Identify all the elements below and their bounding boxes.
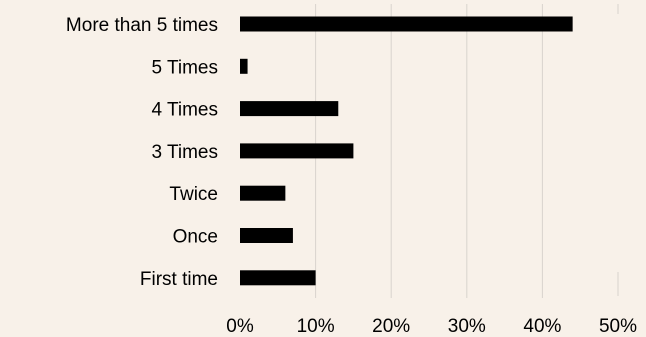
category-label: First time: [140, 269, 218, 290]
category-label: 5 Times: [151, 57, 218, 78]
x-tick-label: 40%: [523, 316, 561, 337]
bar: [240, 143, 354, 159]
bar: [240, 228, 293, 243]
x-tick-label: 10%: [297, 316, 335, 337]
category-label: Once: [173, 227, 218, 248]
category-label: 3 Times: [151, 142, 218, 163]
x-tick-label: 30%: [448, 316, 486, 337]
x-tick-label: 50%: [599, 316, 637, 337]
gridlines: [315, 4, 619, 298]
bar: [240, 58, 248, 74]
bar: [240, 270, 316, 286]
category-label: More than 5 times: [66, 15, 218, 36]
x-tick-label: 0%: [226, 316, 254, 337]
bar: [240, 101, 339, 117]
x-tick-label: 20%: [372, 316, 410, 337]
bars: [240, 16, 573, 286]
category-label: 4 Times: [151, 100, 218, 121]
category-label: Twice: [169, 184, 218, 205]
category-labels: More than 5 times 5 Times 4 Times 3 Times Tw…: [66, 15, 218, 290]
x-axis-ticks: 0% 10% 20% 30% 40% 50%: [226, 316, 637, 337]
bar: [240, 16, 573, 32]
bar: [240, 185, 286, 201]
